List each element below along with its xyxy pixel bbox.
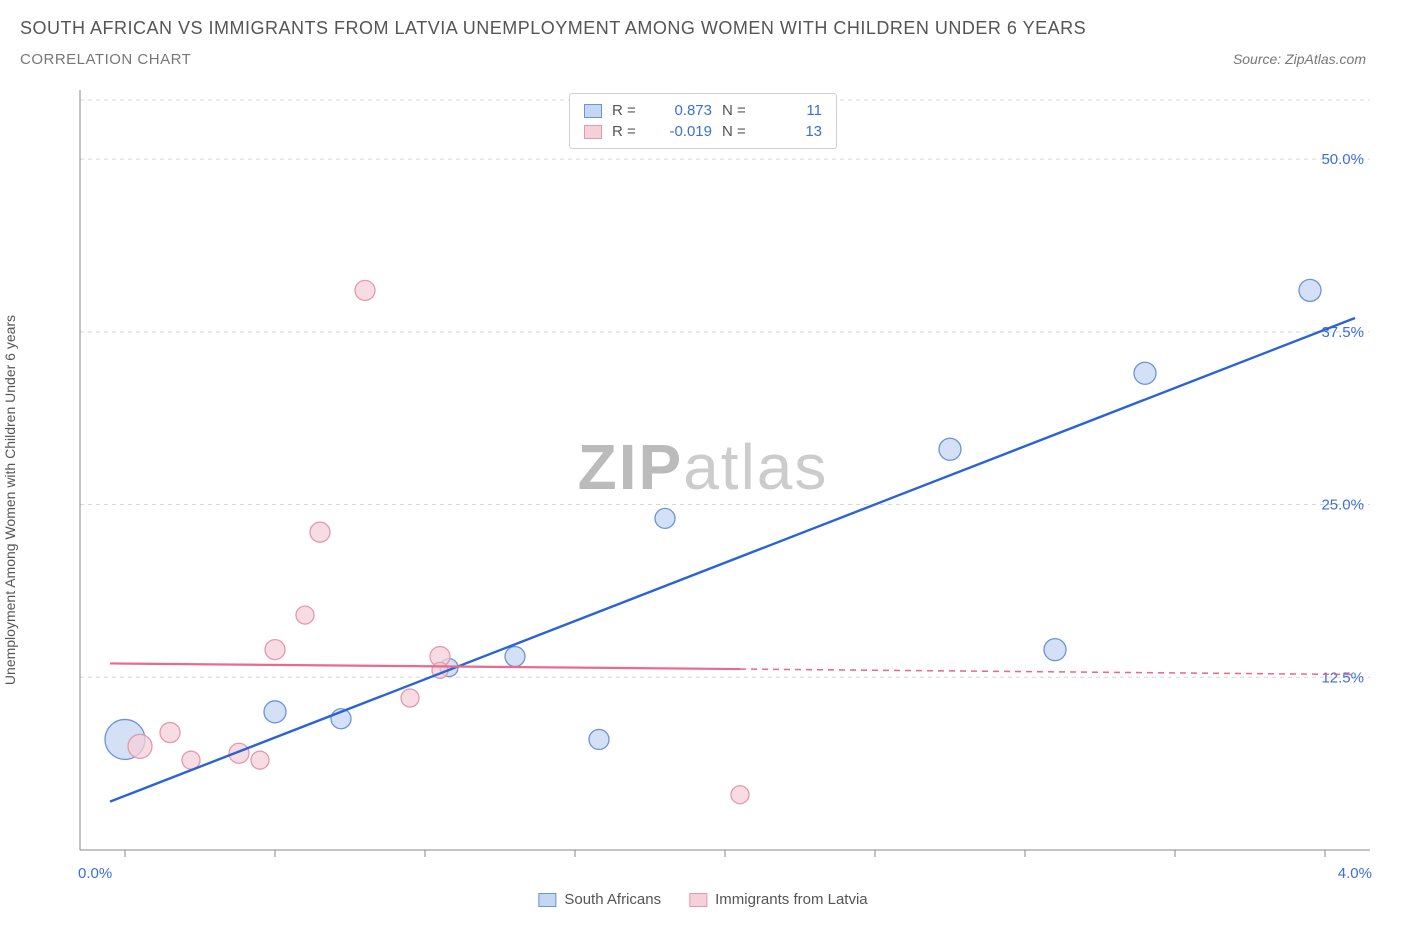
r-label: R = [612, 123, 642, 140]
svg-text:4.0%: 4.0% [1338, 865, 1372, 882]
chart-title: SOUTH AFRICAN VS IMMIGRANTS FROM LATVIA … [20, 18, 1386, 39]
n-value: 11 [762, 102, 822, 119]
legend-label: Immigrants from Latvia [715, 891, 868, 908]
chart-subtitle: CORRELATION CHART [20, 51, 191, 68]
r-value: 0.873 [652, 102, 712, 119]
scatter-chart: 12.5% 25.0% 37.5% 50.0% 0.0% 4.0% [20, 90, 1386, 910]
legend-swatch [584, 125, 602, 139]
subtitle-row: CORRELATION CHART Source: ZipAtlas.com [20, 51, 1386, 68]
legend-label: South Africans [564, 891, 661, 908]
series-legend: South Africans Immigrants from Latvia [538, 891, 867, 908]
title-block: SOUTH AFRICAN VS IMMIGRANTS FROM LATVIA … [0, 0, 1406, 68]
legend-item: Immigrants from Latvia [689, 891, 868, 908]
svg-text:25.0%: 25.0% [1321, 497, 1364, 514]
r-label: R = [612, 102, 642, 119]
correlation-legend: R = 0.873 N = 11 R = -0.019 N = 13 [569, 93, 837, 149]
svg-text:50.0%: 50.0% [1321, 151, 1364, 168]
source-attribution: Source: ZipAtlas.com [1233, 51, 1386, 67]
legend-swatch [689, 893, 707, 907]
svg-text:0.0%: 0.0% [78, 865, 112, 882]
n-label: N = [722, 123, 752, 140]
svg-text:12.5%: 12.5% [1321, 669, 1364, 686]
legend-swatch [584, 104, 602, 118]
legend-swatch [538, 893, 556, 907]
chart-container: SOUTH AFRICAN VS IMMIGRANTS FROM LATVIA … [0, 0, 1406, 930]
legend-row: R = 0.873 N = 11 [584, 100, 822, 121]
legend-item: South Africans [538, 891, 661, 908]
y-axis-label: Unemployment Among Women with Children U… [2, 315, 18, 685]
source-name: ZipAtlas.com [1285, 51, 1366, 67]
svg-text:37.5%: 37.5% [1321, 324, 1364, 341]
n-label: N = [722, 102, 752, 119]
r-value: -0.019 [652, 123, 712, 140]
source-prefix: Source: [1233, 51, 1285, 67]
chart-area: Unemployment Among Women with Children U… [20, 90, 1386, 910]
legend-row: R = -0.019 N = 13 [584, 121, 822, 142]
n-value: 13 [762, 123, 822, 140]
